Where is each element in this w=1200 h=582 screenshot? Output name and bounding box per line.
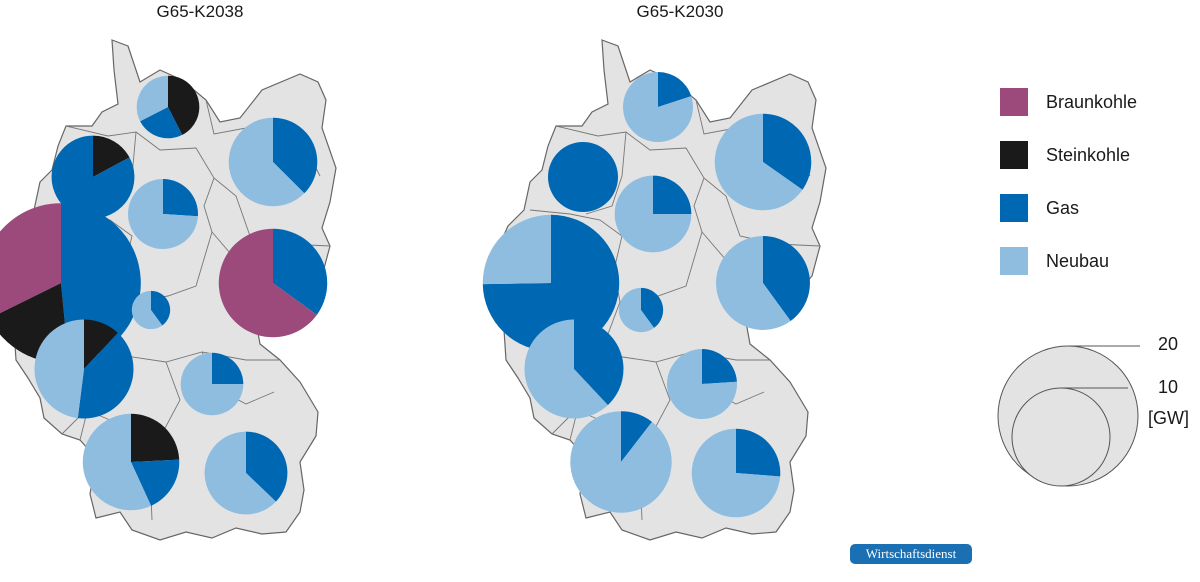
pie-slice-gas bbox=[131, 459, 180, 506]
size-circle-small bbox=[1011, 387, 1111, 487]
legend-swatch bbox=[1000, 88, 1028, 116]
pie-slice-neubau bbox=[524, 319, 608, 419]
legend-neubau: Neubau bbox=[1000, 246, 1109, 276]
pie-slice-steinkohle bbox=[84, 319, 118, 369]
pie-slice-neubau bbox=[482, 214, 551, 285]
pie-slice-gas bbox=[51, 135, 135, 219]
pie-slice-braunkohle bbox=[0, 203, 61, 314]
pie-slice-steinkohle bbox=[168, 75, 200, 135]
size-legend bbox=[997, 345, 1140, 487]
legend-label: Neubau bbox=[1046, 250, 1110, 271]
map-title-right: G65-K2030 bbox=[636, 2, 724, 21]
pie-slice-gas bbox=[641, 287, 664, 328]
legend-swatch bbox=[1000, 247, 1028, 275]
legend-swatch bbox=[1000, 194, 1028, 222]
pie-slice-gas bbox=[246, 431, 288, 502]
pies-left bbox=[0, 75, 328, 515]
legend-steinkohle: Steinkohle bbox=[1000, 140, 1130, 170]
map-title-left: G65-K2038 bbox=[156, 2, 244, 21]
pie-slice-gas bbox=[653, 175, 692, 214]
pie-slice-neubau bbox=[691, 428, 781, 518]
pie-slice-steinkohle bbox=[93, 135, 130, 177]
pie-slice-gas bbox=[763, 236, 810, 321]
pie-slice-gas bbox=[658, 72, 692, 107]
publisher-badge[interactable]: Wirtschaftsdienst bbox=[850, 544, 972, 564]
pie-slice-neubau bbox=[614, 175, 692, 253]
legend-braunkohle: Braunkohle bbox=[1000, 87, 1137, 117]
pie-slice-neubau bbox=[623, 72, 693, 142]
pie-slice-neubau bbox=[618, 287, 655, 333]
size-label-small: 10 bbox=[1158, 377, 1179, 397]
legend-swatch bbox=[1000, 141, 1028, 169]
pies-right bbox=[482, 72, 812, 518]
pie-slice-steinkohle bbox=[131, 413, 180, 462]
legend-label: Braunkohle bbox=[1046, 91, 1138, 112]
pie-slice-gas bbox=[763, 113, 812, 190]
pie-slice-gas bbox=[621, 411, 653, 462]
pie-slice-neubau bbox=[716, 236, 791, 330]
pie-slice-gas bbox=[736, 428, 781, 477]
pie-slice-neubau bbox=[667, 349, 737, 419]
pie-slice-gas bbox=[482, 214, 620, 352]
pie-slice-neubau bbox=[570, 411, 672, 513]
size-label-large: 20 bbox=[1158, 334, 1179, 354]
pie-slice-gas bbox=[273, 117, 318, 194]
pie-slice-neubau bbox=[131, 290, 163, 330]
legend-label: Steinkohle bbox=[1046, 144, 1131, 165]
legend-gas: Gas bbox=[1000, 193, 1079, 223]
pie-slice-neubau bbox=[34, 319, 84, 419]
germany-map-left bbox=[0, 39, 337, 541]
size-label-unit: [GW] bbox=[1148, 408, 1189, 428]
pie-slice-neubau bbox=[180, 352, 244, 416]
pie-slice-neubau bbox=[228, 117, 305, 207]
pie-slice-gas bbox=[163, 179, 198, 217]
pie-slice-gas bbox=[77, 332, 134, 419]
pie-slice-neubau bbox=[136, 75, 168, 122]
pie-slice-gas bbox=[548, 142, 618, 212]
pie-slice-neubau bbox=[714, 113, 803, 211]
pie-slice-gas bbox=[151, 290, 171, 326]
pie-slice-neubau bbox=[82, 413, 152, 511]
legend-label: Gas bbox=[1046, 197, 1080, 218]
pie-slice-gas bbox=[702, 349, 737, 384]
pie-slice-gas bbox=[273, 228, 328, 315]
pie-slice-neubau bbox=[204, 431, 276, 515]
pie-slice-gas bbox=[574, 319, 624, 406]
germany-map-right bbox=[482, 39, 827, 541]
pie-slice-braunkohle bbox=[218, 228, 317, 338]
pie-slice-neubau bbox=[128, 179, 198, 250]
pie-slice-gas bbox=[140, 107, 183, 139]
pie-slice-gas bbox=[212, 352, 244, 384]
